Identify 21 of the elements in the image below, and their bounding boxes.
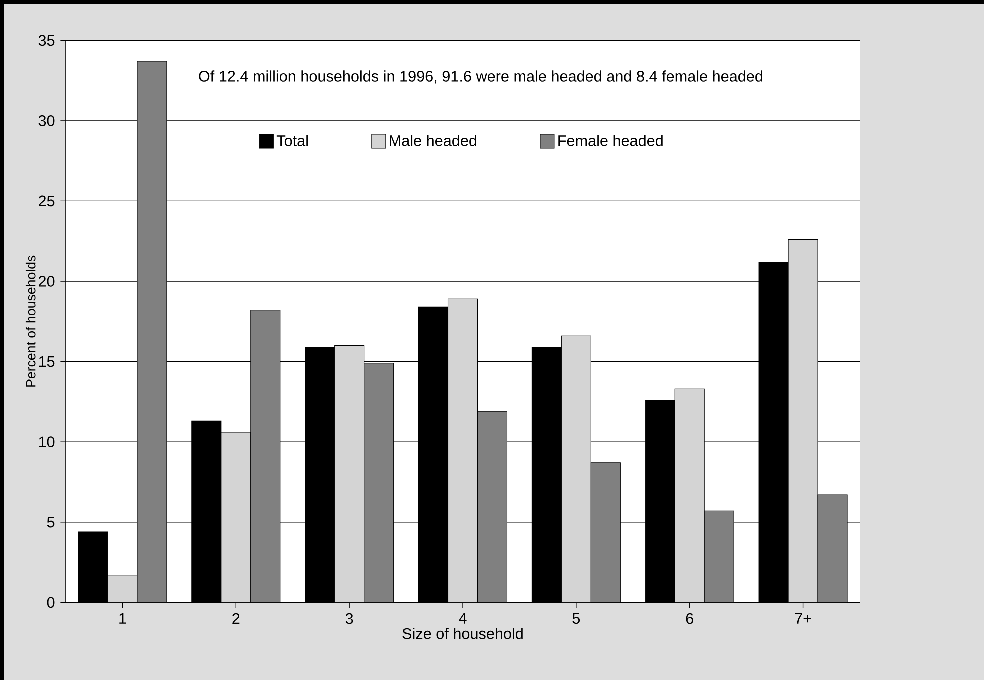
x-tick-label: 1 bbox=[120, 613, 126, 624]
y-tick-label: 35 bbox=[38, 35, 55, 46]
x-tick-label: 7+ bbox=[795, 613, 812, 624]
legend-label: Female headed bbox=[558, 135, 663, 146]
x-tick-label: 3 bbox=[346, 613, 354, 624]
legend-label: Total bbox=[276, 135, 308, 146]
legend-label: Male headed bbox=[390, 135, 476, 146]
y-axis-title: Percent of households bbox=[26, 256, 36, 387]
x-tick-label: 6 bbox=[686, 613, 694, 624]
x-tick-label: 2 bbox=[232, 613, 240, 624]
y-tick-label: 10 bbox=[39, 436, 55, 448]
x-axis-title: Size of household bbox=[402, 628, 523, 640]
y-tick-label: 15 bbox=[39, 356, 55, 368]
y-tick-label: 0 bbox=[47, 597, 55, 608]
y-tick-label: 30 bbox=[38, 116, 55, 126]
y-tick-label: 25 bbox=[39, 196, 55, 207]
y-tick-label: 20 bbox=[39, 276, 55, 287]
x-tick-label: 4 bbox=[459, 613, 467, 624]
x-tick-label: 5 bbox=[572, 613, 580, 624]
y-tick-label: 5 bbox=[47, 517, 55, 528]
annotation: Of 12.4 million households in 1996, 91.6 were male headed and 8.4 female headed bbox=[199, 70, 762, 84]
